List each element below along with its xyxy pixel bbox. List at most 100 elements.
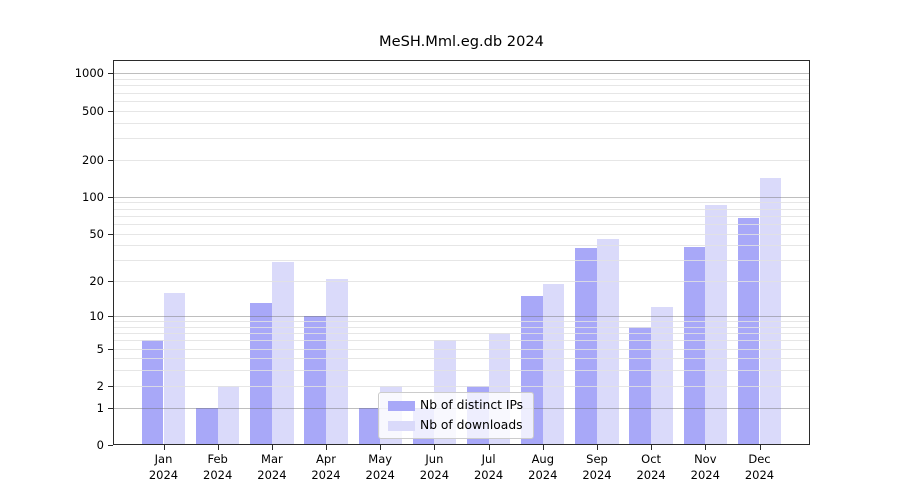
x-tick-month: Jun: [425, 452, 444, 466]
bar-downloads-nov: [705, 205, 727, 444]
minor-gridline: [114, 260, 809, 262]
minor-gridline: [114, 100, 809, 102]
y-tick-label: 200: [82, 152, 104, 167]
minor-gridline: [114, 358, 809, 360]
y-tick-label: 5: [96, 341, 104, 356]
x-tick-label: Feb 2024: [188, 452, 248, 483]
bar-downloads-sep: [597, 239, 619, 444]
bar-distinct-ips-nov: [683, 246, 706, 444]
x-tick-month: Aug: [531, 452, 555, 466]
y-tick-mark: [108, 348, 113, 350]
y-tick-mark: [108, 407, 113, 409]
bar-distinct-ips-dec: [737, 218, 760, 444]
x-tick-mark: [434, 445, 436, 450]
x-tick-month: Dec: [748, 452, 771, 466]
x-tick-month: Sep: [586, 452, 608, 466]
x-tick-label: Sep 2024: [567, 452, 627, 483]
bar-distinct-ips-mar: [250, 303, 272, 444]
bar-downloads-dec: [759, 178, 782, 444]
x-tick-mark: [705, 445, 707, 450]
y-tick-label: 100: [82, 189, 104, 204]
x-tick-month: Mar: [261, 452, 283, 466]
minor-gridline: [114, 110, 809, 112]
x-tick-month: Jan: [154, 452, 173, 466]
y-tick-label: 50: [89, 226, 104, 241]
x-tick-month: May: [368, 452, 393, 466]
y-tick-label: 500: [82, 103, 104, 118]
legend-item-distinct-ips: Nb of distinct IPs: [388, 398, 523, 413]
y-tick-mark: [108, 316, 113, 317]
bar-downloads-jan: [163, 292, 186, 444]
bar-distinct-ips-may: [358, 407, 381, 444]
bar-downloads-feb: [217, 385, 240, 444]
x-tick-year: 2024: [203, 467, 233, 482]
legend: Nb of distinct IPs Nb of downloads: [378, 392, 535, 439]
y-tick-mark: [108, 196, 113, 198]
x-tick-year: 2024: [582, 467, 612, 482]
minor-gridline: [114, 223, 809, 225]
x-tick-label: Jan 2024: [134, 452, 194, 483]
legend-label-downloads: Nb of downloads: [420, 418, 523, 432]
bar-downloads-apr: [326, 278, 348, 444]
x-tick-year: 2024: [257, 467, 287, 482]
x-tick-month: Oct: [641, 452, 662, 466]
bar-distinct-ips-sep: [575, 247, 597, 444]
y-tick-mark: [108, 159, 113, 161]
x-tick-year: 2024: [528, 467, 558, 482]
minor-gridline: [114, 385, 809, 387]
major-gridline: [114, 73, 809, 75]
legend-label-distinct-ips: Nb of distinct IPs: [420, 398, 524, 412]
y-tick-mark: [108, 110, 113, 112]
y-tick-label: 0: [96, 438, 104, 452]
x-tick-mark: [597, 445, 598, 450]
x-tick-label: May 2024: [350, 452, 410, 483]
x-tick-mark: [217, 445, 219, 450]
x-tick-label: Jul 2024: [459, 452, 519, 483]
minor-gridline: [114, 333, 809, 335]
x-tick-mark: [542, 445, 544, 450]
minor-gridline: [114, 122, 809, 124]
y-tick-label: 20: [89, 274, 104, 289]
minor-gridline: [114, 92, 809, 94]
y-tick-label: 1: [96, 400, 104, 415]
minor-gridline: [114, 215, 809, 217]
y-tick-mark: [108, 385, 113, 387]
x-tick-year: 2024: [419, 467, 450, 482]
x-tick-month: Jul: [481, 452, 496, 466]
minor-gridline: [114, 245, 809, 247]
x-tick-label: Nov 2024: [675, 452, 735, 483]
minor-gridline: [114, 233, 809, 235]
y-tick-mark: [108, 445, 113, 446]
minor-gridline: [114, 321, 809, 323]
chart-title: MeSH.Mml.eg.db 2024: [379, 33, 544, 50]
y-tick-mark: [108, 281, 113, 283]
minor-gridline: [114, 85, 809, 87]
x-tick-label: Jun 2024: [404, 452, 464, 483]
x-tick-year: 2024: [636, 467, 666, 482]
major-gridline: [114, 196, 809, 198]
x-tick-mark: [326, 445, 327, 450]
y-tick-label: 10: [89, 309, 104, 323]
minor-gridline: [114, 370, 809, 372]
minor-gridline: [114, 281, 809, 283]
x-tick-mark: [488, 445, 490, 450]
y-tick-label: 1000: [74, 66, 104, 81]
x-tick-label: Aug 2024: [513, 452, 573, 483]
minor-gridline: [114, 159, 809, 161]
x-tick-year: 2024: [690, 467, 720, 482]
minor-gridline: [114, 348, 809, 350]
bar-distinct-ips-jan: [141, 340, 164, 444]
x-tick-month: Feb: [207, 452, 228, 466]
x-tick-mark: [759, 445, 761, 450]
x-tick-year: 2024: [148, 467, 179, 482]
y-tick-mark: [108, 73, 113, 75]
minor-gridline: [114, 79, 809, 80]
x-tick-year: 2024: [744, 467, 775, 482]
legend-item-downloads: Nb of downloads: [388, 418, 523, 433]
x-tick-label: Dec 2024: [730, 452, 790, 483]
x-tick-mark: [163, 445, 165, 450]
x-tick-mark: [651, 445, 653, 450]
bar-downloads-aug: [542, 283, 565, 444]
x-tick-month: Apr: [316, 452, 336, 466]
